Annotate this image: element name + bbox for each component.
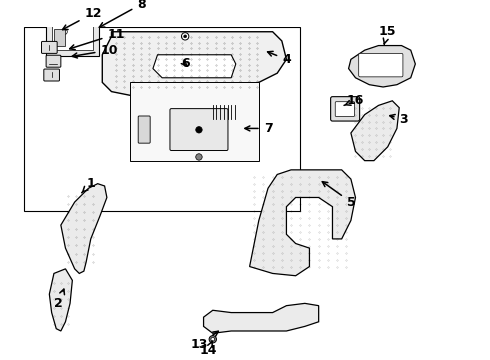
Circle shape — [62, 29, 67, 35]
FancyBboxPatch shape — [32, 0, 48, 12]
FancyBboxPatch shape — [46, 3, 98, 56]
Text: 4: 4 — [268, 51, 291, 66]
Polygon shape — [203, 303, 318, 333]
Text: 11: 11 — [70, 28, 125, 50]
Text: 8: 8 — [99, 0, 146, 27]
Text: 14: 14 — [199, 341, 217, 357]
Polygon shape — [61, 184, 107, 274]
FancyBboxPatch shape — [46, 55, 61, 67]
Text: 10: 10 — [72, 44, 118, 58]
Circle shape — [184, 35, 187, 38]
FancyBboxPatch shape — [44, 69, 59, 81]
Text: 7: 7 — [245, 122, 272, 135]
FancyBboxPatch shape — [130, 82, 259, 161]
Text: 5: 5 — [322, 182, 355, 208]
FancyBboxPatch shape — [54, 30, 66, 46]
Polygon shape — [153, 55, 236, 78]
FancyBboxPatch shape — [51, 9, 93, 50]
Circle shape — [196, 127, 202, 133]
FancyBboxPatch shape — [170, 109, 228, 150]
Circle shape — [181, 33, 189, 40]
Polygon shape — [102, 32, 287, 147]
FancyBboxPatch shape — [331, 96, 360, 121]
Text: 2: 2 — [54, 289, 65, 310]
Circle shape — [196, 154, 202, 160]
FancyBboxPatch shape — [335, 102, 355, 116]
Text: 9: 9 — [0, 359, 1, 360]
Polygon shape — [348, 46, 416, 87]
Text: 1: 1 — [82, 177, 95, 193]
Text: 3: 3 — [390, 113, 408, 126]
Polygon shape — [351, 101, 399, 161]
Text: 15: 15 — [379, 25, 396, 44]
Text: 12: 12 — [63, 7, 102, 30]
Text: 16: 16 — [344, 94, 364, 107]
Circle shape — [211, 337, 215, 341]
FancyBboxPatch shape — [24, 27, 300, 211]
Text: 13: 13 — [190, 331, 219, 351]
Polygon shape — [49, 269, 73, 331]
FancyBboxPatch shape — [42, 41, 57, 53]
FancyBboxPatch shape — [138, 116, 150, 143]
FancyBboxPatch shape — [359, 53, 403, 77]
Text: 6: 6 — [181, 58, 190, 71]
Polygon shape — [249, 170, 355, 276]
Circle shape — [209, 336, 217, 343]
